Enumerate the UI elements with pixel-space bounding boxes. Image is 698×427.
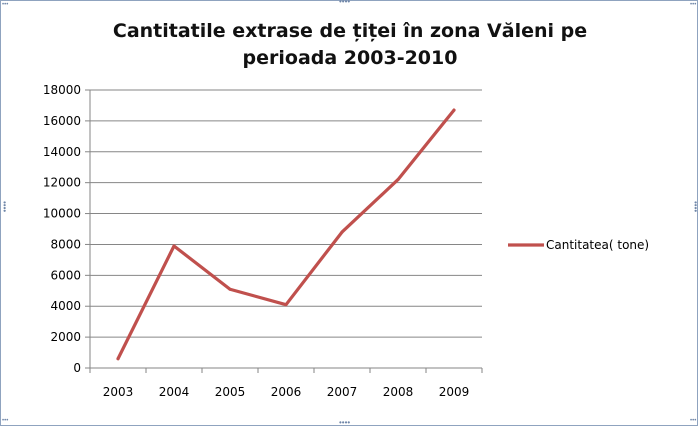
data-point-2008 [396, 178, 400, 182]
y-tick-label: 4000 [50, 299, 81, 313]
legend: Cantitatea( tone) [508, 238, 649, 252]
resize-handle-bottom-right[interactable]: ••• [690, 418, 697, 424]
resize-handle-bottom[interactable]: •••• [339, 418, 351, 427]
y-tick-label: 14000 [43, 145, 81, 159]
x-axis: 2003 2004 2005 2006 2007 2008 2009 [89, 367, 483, 399]
data-point-2007 [340, 230, 344, 234]
resize-handle-left[interactable]: •••• [0, 201, 9, 213]
data-point-2004 [172, 244, 176, 248]
data-point-2003 [116, 357, 120, 361]
x-tick-label: 2004 [159, 385, 190, 399]
chart-title-line-2: perioada 2003-2010 [242, 47, 458, 69]
y-tick-label: 10000 [43, 207, 81, 221]
y-tick-label: 2000 [50, 330, 81, 344]
resize-handle-top[interactable]: •••• [339, 0, 351, 6]
y-tick-label: 12000 [43, 176, 81, 190]
resize-handle-top-left[interactable]: ••• [2, 2, 9, 8]
y-tick-label: 16000 [43, 114, 81, 128]
data-point-2006 [284, 303, 288, 307]
y-tick-label: 6000 [50, 268, 81, 282]
y-tick-label: 18000 [43, 83, 81, 97]
x-tick-label: 2009 [439, 385, 470, 399]
x-tick-label: 2003 [103, 385, 134, 399]
gridlines [90, 89, 482, 338]
resize-handle-bottom-left[interactable]: ••• [2, 418, 9, 424]
y-tick-label: 8000 [50, 237, 81, 251]
data-point-2009 [452, 108, 456, 112]
resize-handle-top-right[interactable]: ••• [690, 2, 697, 8]
x-tick-label: 2005 [215, 385, 246, 399]
x-tick-label: 2008 [383, 385, 414, 399]
legend-label: Cantitatea( tone) [546, 238, 649, 252]
series-line-0 [116, 108, 456, 361]
series-group [116, 108, 456, 361]
y-axis: 0 2000 4000 6000 8000 10000 12000 14000 16000 180… [43, 83, 91, 375]
chart-title: Cantitatile extrase de țiței în zona Văl… [40, 18, 660, 72]
chart-title-line-1: Cantitatile extrase de țiței în zona Văl… [112, 20, 588, 42]
x-tick-label: 2006 [271, 385, 302, 399]
y-tick-label: 0 [73, 361, 81, 375]
x-tick-label: 2007 [327, 385, 358, 399]
data-point-2005 [228, 287, 232, 291]
resize-handle-right[interactable]: •••• [691, 201, 698, 213]
